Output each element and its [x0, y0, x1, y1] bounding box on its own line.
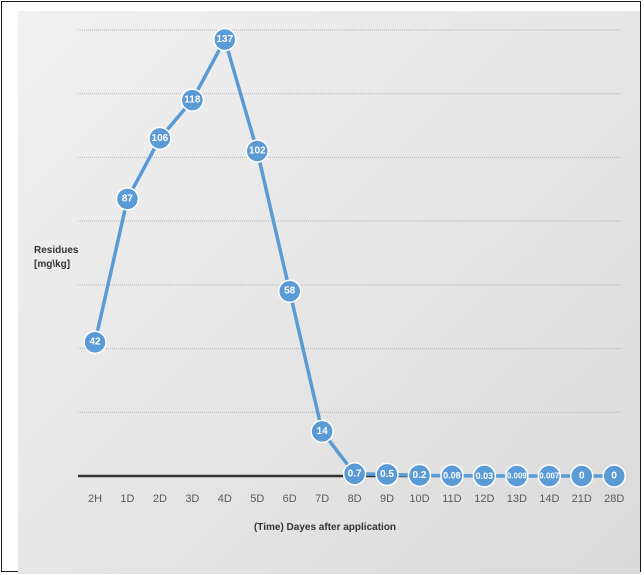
data-label: 137 [216, 34, 233, 45]
x-tick-label: 9D [380, 493, 394, 505]
data-point: 0.03 [472, 464, 497, 488]
data-label: 0 [611, 471, 617, 482]
series-polyline [93, 37, 615, 478]
x-tick-label: 2D [153, 493, 167, 505]
data-points: 42 87 106 118 137 102 58 14 0.7 0.5 0.2 0.08 0.03 0.0… [83, 27, 626, 488]
data-point: 0.7 [342, 462, 367, 486]
data-point: 0.007 [537, 464, 562, 488]
data-point-marker [245, 139, 269, 163]
data-point-marker [115, 187, 140, 211]
data-label: 0.08 [443, 471, 461, 481]
data-label: 0.03 [476, 471, 494, 481]
data-label: 14 [317, 426, 329, 437]
data-point: 0.08 [440, 463, 464, 488]
data-point: 102 [245, 139, 269, 163]
data-point-marker [407, 463, 432, 488]
data-label: 0.5 [380, 469, 394, 480]
data-point-marker [472, 464, 497, 488]
data-point-marker [83, 330, 107, 354]
gridlines [78, 29, 622, 413]
data-point: 14 [310, 419, 334, 444]
data-point-marker [213, 27, 237, 52]
data-point-marker [375, 462, 399, 487]
data-point: 87 [115, 187, 140, 211]
x-tick-labels: 2H 1D 2D 3D 4D 5D 6D 7D 8D 9D 10D 11D 12D 13D 14D 21D 28… [88, 493, 624, 505]
x-tick-label: 12D [474, 493, 494, 505]
data-label: 42 [89, 337, 101, 348]
x-tick-label: 6D [283, 493, 297, 505]
data-label: 0.7 [348, 468, 362, 479]
x-tick-label: 2H [88, 493, 102, 505]
data-point-marker [537, 464, 562, 488]
data-point-marker [148, 126, 172, 151]
data-label: 0.009 [507, 471, 528, 480]
data-point: 0.5 [375, 462, 399, 487]
x-tick-label: 4D [218, 493, 232, 505]
x-tick-label: 3D [185, 493, 199, 505]
data-label: 0 [579, 471, 585, 482]
x-tick-label: 5D [250, 493, 264, 505]
data-label: 118 [184, 95, 201, 106]
data-point-marker [277, 279, 302, 303]
data-point-marker [505, 464, 529, 488]
series-line [93, 37, 615, 478]
data-point: 0 [602, 464, 626, 488]
x-tick-label: 10D [409, 493, 429, 505]
data-point: 137 [213, 27, 237, 52]
data-label: 58 [284, 286, 296, 297]
y-axis-title: Residues [mg\kg] [34, 245, 79, 270]
y-axis-title-line-1: Residues [34, 245, 79, 256]
data-label: 0.2 [413, 470, 427, 481]
x-tick-label: 13D [507, 493, 527, 505]
x-tick-label: 11D [442, 493, 461, 505]
data-label: 87 [122, 193, 134, 204]
data-point: 0.2 [407, 463, 432, 488]
data-point: 106 [148, 126, 172, 151]
x-tick-label: 8D [348, 493, 362, 505]
data-point: 118 [180, 88, 205, 112]
data-label: 0.007 [539, 471, 560, 480]
data-point-marker [342, 462, 367, 486]
data-point-marker [602, 464, 626, 488]
data-point: 0.009 [505, 464, 529, 488]
data-label: 102 [249, 146, 266, 157]
chart-area [18, 11, 640, 574]
data-point: 58 [277, 279, 302, 303]
x-tick-label: 1D [120, 493, 134, 505]
x-tick-label: 14D [539, 493, 559, 505]
x-tick-label: 7D [315, 493, 329, 505]
data-point-marker [570, 464, 594, 488]
y-axis-title-line-2: [mg\kg] [34, 259, 70, 270]
data-point-marker [440, 463, 464, 488]
data-point-marker [310, 419, 334, 444]
data-point-marker [180, 88, 205, 112]
x-tick-label: 28D [604, 493, 624, 505]
data-label: 106 [152, 133, 169, 144]
data-point: 42 [83, 330, 107, 354]
x-axis-title: (Time) Dayes after application [254, 522, 396, 533]
x-tick-label: 21D [572, 493, 592, 505]
data-point: 0 [570, 464, 594, 488]
